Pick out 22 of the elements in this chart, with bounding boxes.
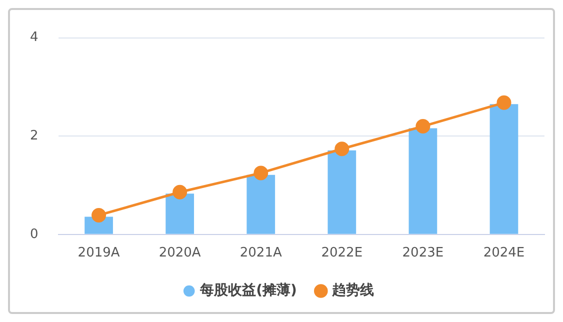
x-tick-label: 2020A [158, 246, 201, 261]
x-tick-label: 2022E [321, 246, 363, 261]
y-tick-label: 0 [30, 226, 38, 242]
point [416, 119, 430, 134]
x-tick-label: 2024E [483, 246, 525, 261]
y-tick-label: 2 [30, 128, 38, 144]
point [172, 184, 188, 200]
bar [166, 194, 194, 234]
x-tick-label: 2021A [240, 246, 282, 261]
legend-label: 每股收益(摊薄) [199, 282, 297, 299]
point [496, 95, 512, 110]
bar [408, 128, 438, 234]
legend-label: 趋势线 [330, 282, 374, 299]
bar [328, 150, 356, 234]
point [254, 166, 268, 180]
point [92, 208, 106, 222]
x-tick-label: 2023E [402, 246, 444, 261]
point [334, 142, 350, 156]
bar [490, 104, 518, 234]
bar [246, 174, 276, 234]
x-tick-label: 2019A [78, 246, 120, 261]
y-tick-label: 4 [30, 30, 38, 46]
